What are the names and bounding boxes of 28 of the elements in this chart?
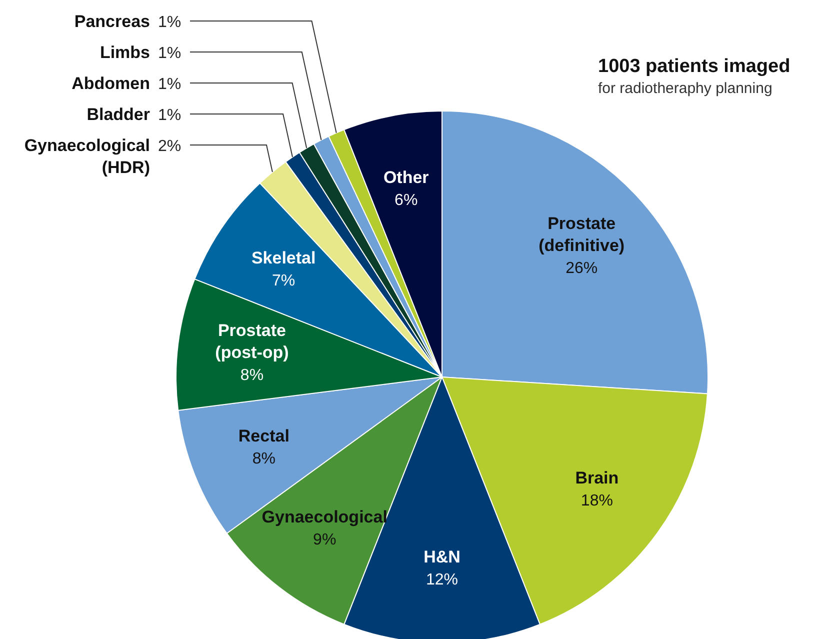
data-label: 1% [158, 45, 182, 62]
slice-label: Rectal [238, 426, 290, 446]
text: 1003 patients imaged [598, 56, 790, 78]
data-label: 1% [158, 107, 182, 124]
slice-label: Other [383, 168, 430, 187]
slice-label: Limbs [100, 43, 150, 62]
slice-label: Skeletal [251, 248, 316, 268]
data-label: 8% [252, 450, 276, 468]
data-label: 26% [566, 260, 598, 277]
data-label: 18% [580, 492, 613, 510]
slice-label: H&N [424, 548, 460, 567]
data-label: 6% [394, 192, 418, 209]
data-label: 12% [426, 572, 458, 589]
data-label: 1% [158, 76, 182, 93]
data-label: 1% [158, 14, 182, 31]
text: for radiotheraphy planning [598, 80, 774, 97]
slice-label: Abdomen [72, 74, 150, 93]
slice-label: Prostate (definitive) [538, 214, 625, 255]
slice-label: Brain [575, 468, 619, 488]
data-label: 9% [313, 531, 336, 548]
data-label: 8% [240, 366, 264, 384]
slice-label: Bladder [86, 105, 150, 124]
slice-label: Gynaecological [262, 507, 388, 526]
slice-label: Gynaecological (HDR) [24, 136, 150, 177]
slice-label: Pancreas [74, 12, 150, 31]
data-label: 2% [158, 138, 182, 155]
slice-label: Prostate (post-op) [215, 320, 289, 362]
data-label: 7% [272, 272, 296, 290]
